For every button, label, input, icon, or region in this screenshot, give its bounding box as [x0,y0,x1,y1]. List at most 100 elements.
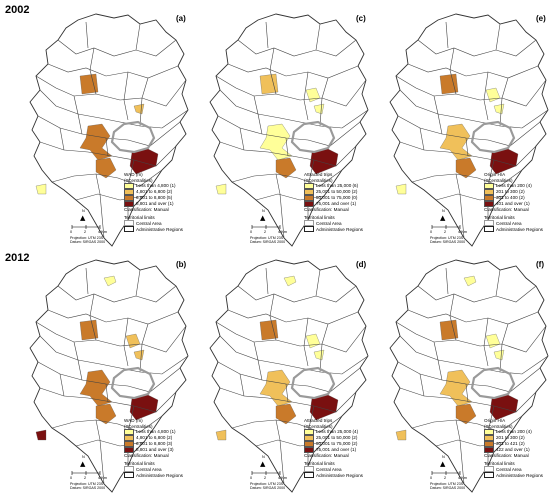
admin-region-boundary [303,317,309,367]
legend-territorial-title: Territorial limits [304,460,335,466]
legend-swatch [484,195,494,202]
municipality-map [389,13,549,247]
admin-region-boundary [315,269,321,297]
scale-tick-label: 0 [250,230,253,234]
legend-item: 4,801 to 6,800 (2) [124,189,183,196]
scale-tick-label: 4 Km [278,476,287,480]
legend-item: 422 and over (1) [484,447,543,454]
legend-limit-item: Central Area [484,466,543,473]
scale-tick-label: 2 [264,230,267,234]
scale-tick-label: 0 [430,230,433,234]
legend-territorial-title: Territorial limits [484,214,515,220]
map-legend: WAD (m) (#Centralities) Less than 4,800 (1… [124,418,183,479]
admin-region-boundary [139,77,149,127]
legend-territorial-title: Territorial limits [484,460,515,466]
legend-item: 6,801 to 8,800 (3) [124,441,183,448]
admin-region-boundary [215,75,367,107]
centrality-r6 [95,403,117,425]
legend-swatch [124,441,134,448]
legend-classification: Classification: Manual [304,207,349,213]
legend-classification: Classification: Manual [484,207,529,213]
legend-limit-item: Central Area [304,220,363,227]
north-arrow-icon: ▲ [260,460,266,468]
scale-tick-label: 4 Km [98,476,107,480]
centrality-r5 [259,123,293,161]
admin-region-boundary [483,317,489,367]
legend-swatch [304,447,314,454]
admin-region-boundary [275,173,285,239]
legend-item: 401 and over (1) [484,201,543,208]
panel-label: (c) [356,14,366,23]
projection-note: Projection: UTM 23S Datum: SIRGAS 2000 [430,236,466,245]
admin-region-boundary [449,293,457,341]
legend-swatch [124,429,134,436]
north-arrow-icon: ▲ [260,214,266,222]
legend-limit-label: Central Area [316,220,342,226]
scale-bar [71,225,101,229]
centrality-r3 [439,73,459,95]
scale-tick-label: 0 [70,230,73,234]
central-area [470,366,516,400]
centrality-r5 [439,123,473,161]
admin-region-boundary [495,269,501,297]
legend-item: 25,001 to 50,000 (2) [304,435,363,442]
admin-region-boundary [269,47,277,95]
legend-item-label: Less than 25,000 (6) [316,183,359,189]
centrality-r7 [35,429,47,441]
centrality-r5 [79,123,113,161]
legend-limit-swatch [484,220,494,227]
year-heading-2002: 2002 [5,4,30,16]
scale-bar [251,225,281,229]
admin-region-boundary [399,89,549,129]
legend-subtitle: (#Centralities) [124,423,153,429]
map-legend: Origin H/A (#Centralities) Less than 200 (… [484,418,543,479]
legend-territorial-title: Territorial limits [304,214,335,220]
legend-item-label: 8,801 and over (3) [136,447,174,453]
centrality-r5 [259,369,293,407]
admin-region-boundary [419,373,425,397]
centrality-r5 [79,369,113,407]
projection-note: Projection: UTM 23S Datum: SIRGAS 2000 [70,236,106,245]
map-legend: Attracted trips (#Centralities) Less than … [304,172,363,233]
legend-swatch [124,201,134,208]
north-label: N [262,455,265,459]
legend-item-label: 301 to 400 (2) [496,195,525,201]
admin-region-boundary [417,285,537,303]
admin-region-boundary [269,293,277,341]
admin-region-boundary [95,173,105,239]
legend-limit-item: Administrative Regions [484,226,543,233]
admin-region-boundary [39,89,189,129]
centrality-r6 [455,403,477,425]
centrality-r7 [395,183,407,195]
legend-item: Less than 25,000 (6) [304,183,363,190]
admin-region-boundary [123,317,129,367]
admin-region-boundary [265,267,269,295]
map-panel-a: (a) WAD (m) (#Centralities) Less than 4,800… [16,10,198,252]
legend-subtitle: (#Centralities) [484,423,513,429]
legend-swatch [124,183,134,190]
admin-region-boundary [215,321,367,353]
admin-region-boundary [73,95,83,135]
admin-region-boundary [237,39,357,57]
legend-limit-swatch [304,220,314,227]
legend-swatch [304,435,314,442]
admin-region-boundary [319,323,329,373]
legend-classification: Classification: Manual [124,207,169,213]
central-area [290,120,336,154]
legend-limit-item: Central Area [304,466,363,473]
central-area [110,120,156,154]
legend-item-label: Less than 200 (4) [496,183,532,189]
legend-item: 4,801 to 6,800 (2) [124,435,183,442]
legend-subtitle: (#Centralities) [304,177,333,183]
legend-swatch [484,429,494,436]
centrality-r6 [95,157,117,179]
admin-region-boundary [315,23,321,51]
centrality-r6 [275,157,297,179]
admin-region-boundary [433,95,443,135]
centrality-r1 [463,275,477,287]
central-area [290,366,336,400]
legend-classification: Classification: Manual [484,453,529,459]
admin-region-boundary [399,335,549,375]
municipality-map [29,13,189,247]
admin-region-boundary [105,137,109,157]
